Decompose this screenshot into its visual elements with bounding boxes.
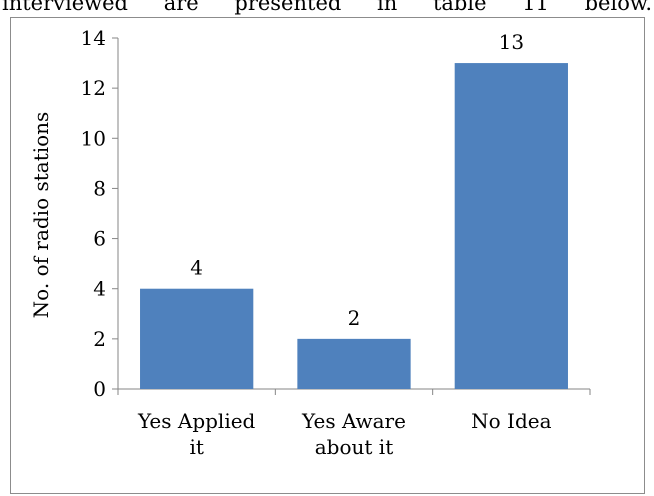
- bar: [140, 288, 254, 389]
- document-word: table: [432, 0, 487, 15]
- x-tick-label: it: [189, 435, 203, 459]
- y-tick-label: 12: [81, 76, 106, 100]
- document-word: are: [163, 0, 199, 15]
- document-word: 11: [522, 0, 549, 15]
- y-tick-label: 6: [93, 227, 106, 251]
- document-word: in: [377, 0, 398, 15]
- y-tick-label: 8: [93, 176, 106, 200]
- data-label: 4: [190, 256, 203, 280]
- y-tick-label: 4: [93, 277, 106, 301]
- bar: [297, 338, 411, 389]
- y-tick-label: 10: [81, 126, 106, 150]
- document-text-line: interviewed are presented in table 11 below.: [0, 0, 654, 15]
- bar: [454, 63, 568, 389]
- x-tick-label: No Idea: [471, 409, 551, 433]
- y-tick-label: 2: [93, 327, 106, 351]
- data-label: 2: [348, 306, 361, 330]
- y-tick-label: 14: [81, 26, 106, 50]
- y-tick-label: 0: [93, 377, 106, 401]
- x-tick-label: about it: [315, 435, 393, 459]
- x-tick-label: Yes Aware: [301, 409, 406, 433]
- document-word: below.: [584, 0, 652, 15]
- y-axis-title: No. of radio stations: [29, 112, 53, 319]
- data-label: 13: [499, 30, 524, 54]
- x-tick-label: Yes Applied: [137, 409, 256, 433]
- document-word: presented: [234, 0, 342, 15]
- document-word: interviewed: [2, 0, 128, 15]
